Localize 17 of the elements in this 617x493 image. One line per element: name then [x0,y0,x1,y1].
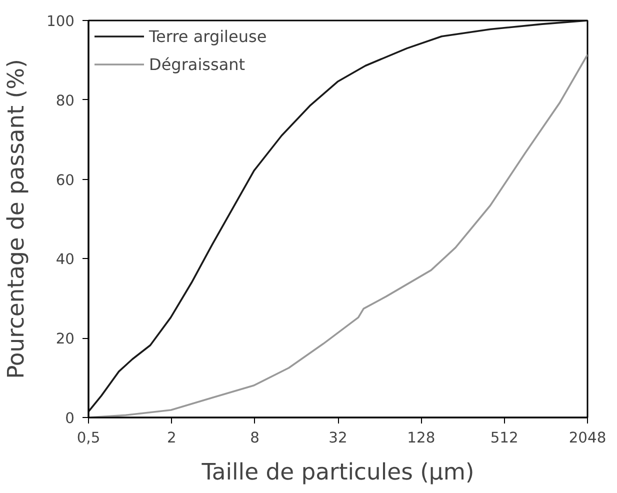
x-tick-label: 512 [490,430,518,446]
y-axis-title: Pourcentage de passant (%) [4,59,30,379]
legend-label: Terre argileuse [149,26,267,46]
y-tick-label: 60 [56,172,75,189]
x-tick-label: 2 [167,430,176,446]
x-tick-label: 2048 [568,430,606,446]
x-axis-title: Taille de particules (µm) [200,460,474,486]
y-tick-label: 20 [56,330,75,348]
x-tick-label: 32 [328,430,348,446]
x-tick-label: 128 [407,430,436,446]
x-tick-label: 0,5 [76,430,100,446]
x-tick-label: 8 [250,430,260,446]
legend-label: Dégraissant [149,54,246,74]
y-tick-label: 80 [56,92,75,110]
y-tick-label: 100 [46,13,75,30]
y-tick-label: 40 [56,251,75,268]
y-tick-label: 0 [65,410,75,427]
